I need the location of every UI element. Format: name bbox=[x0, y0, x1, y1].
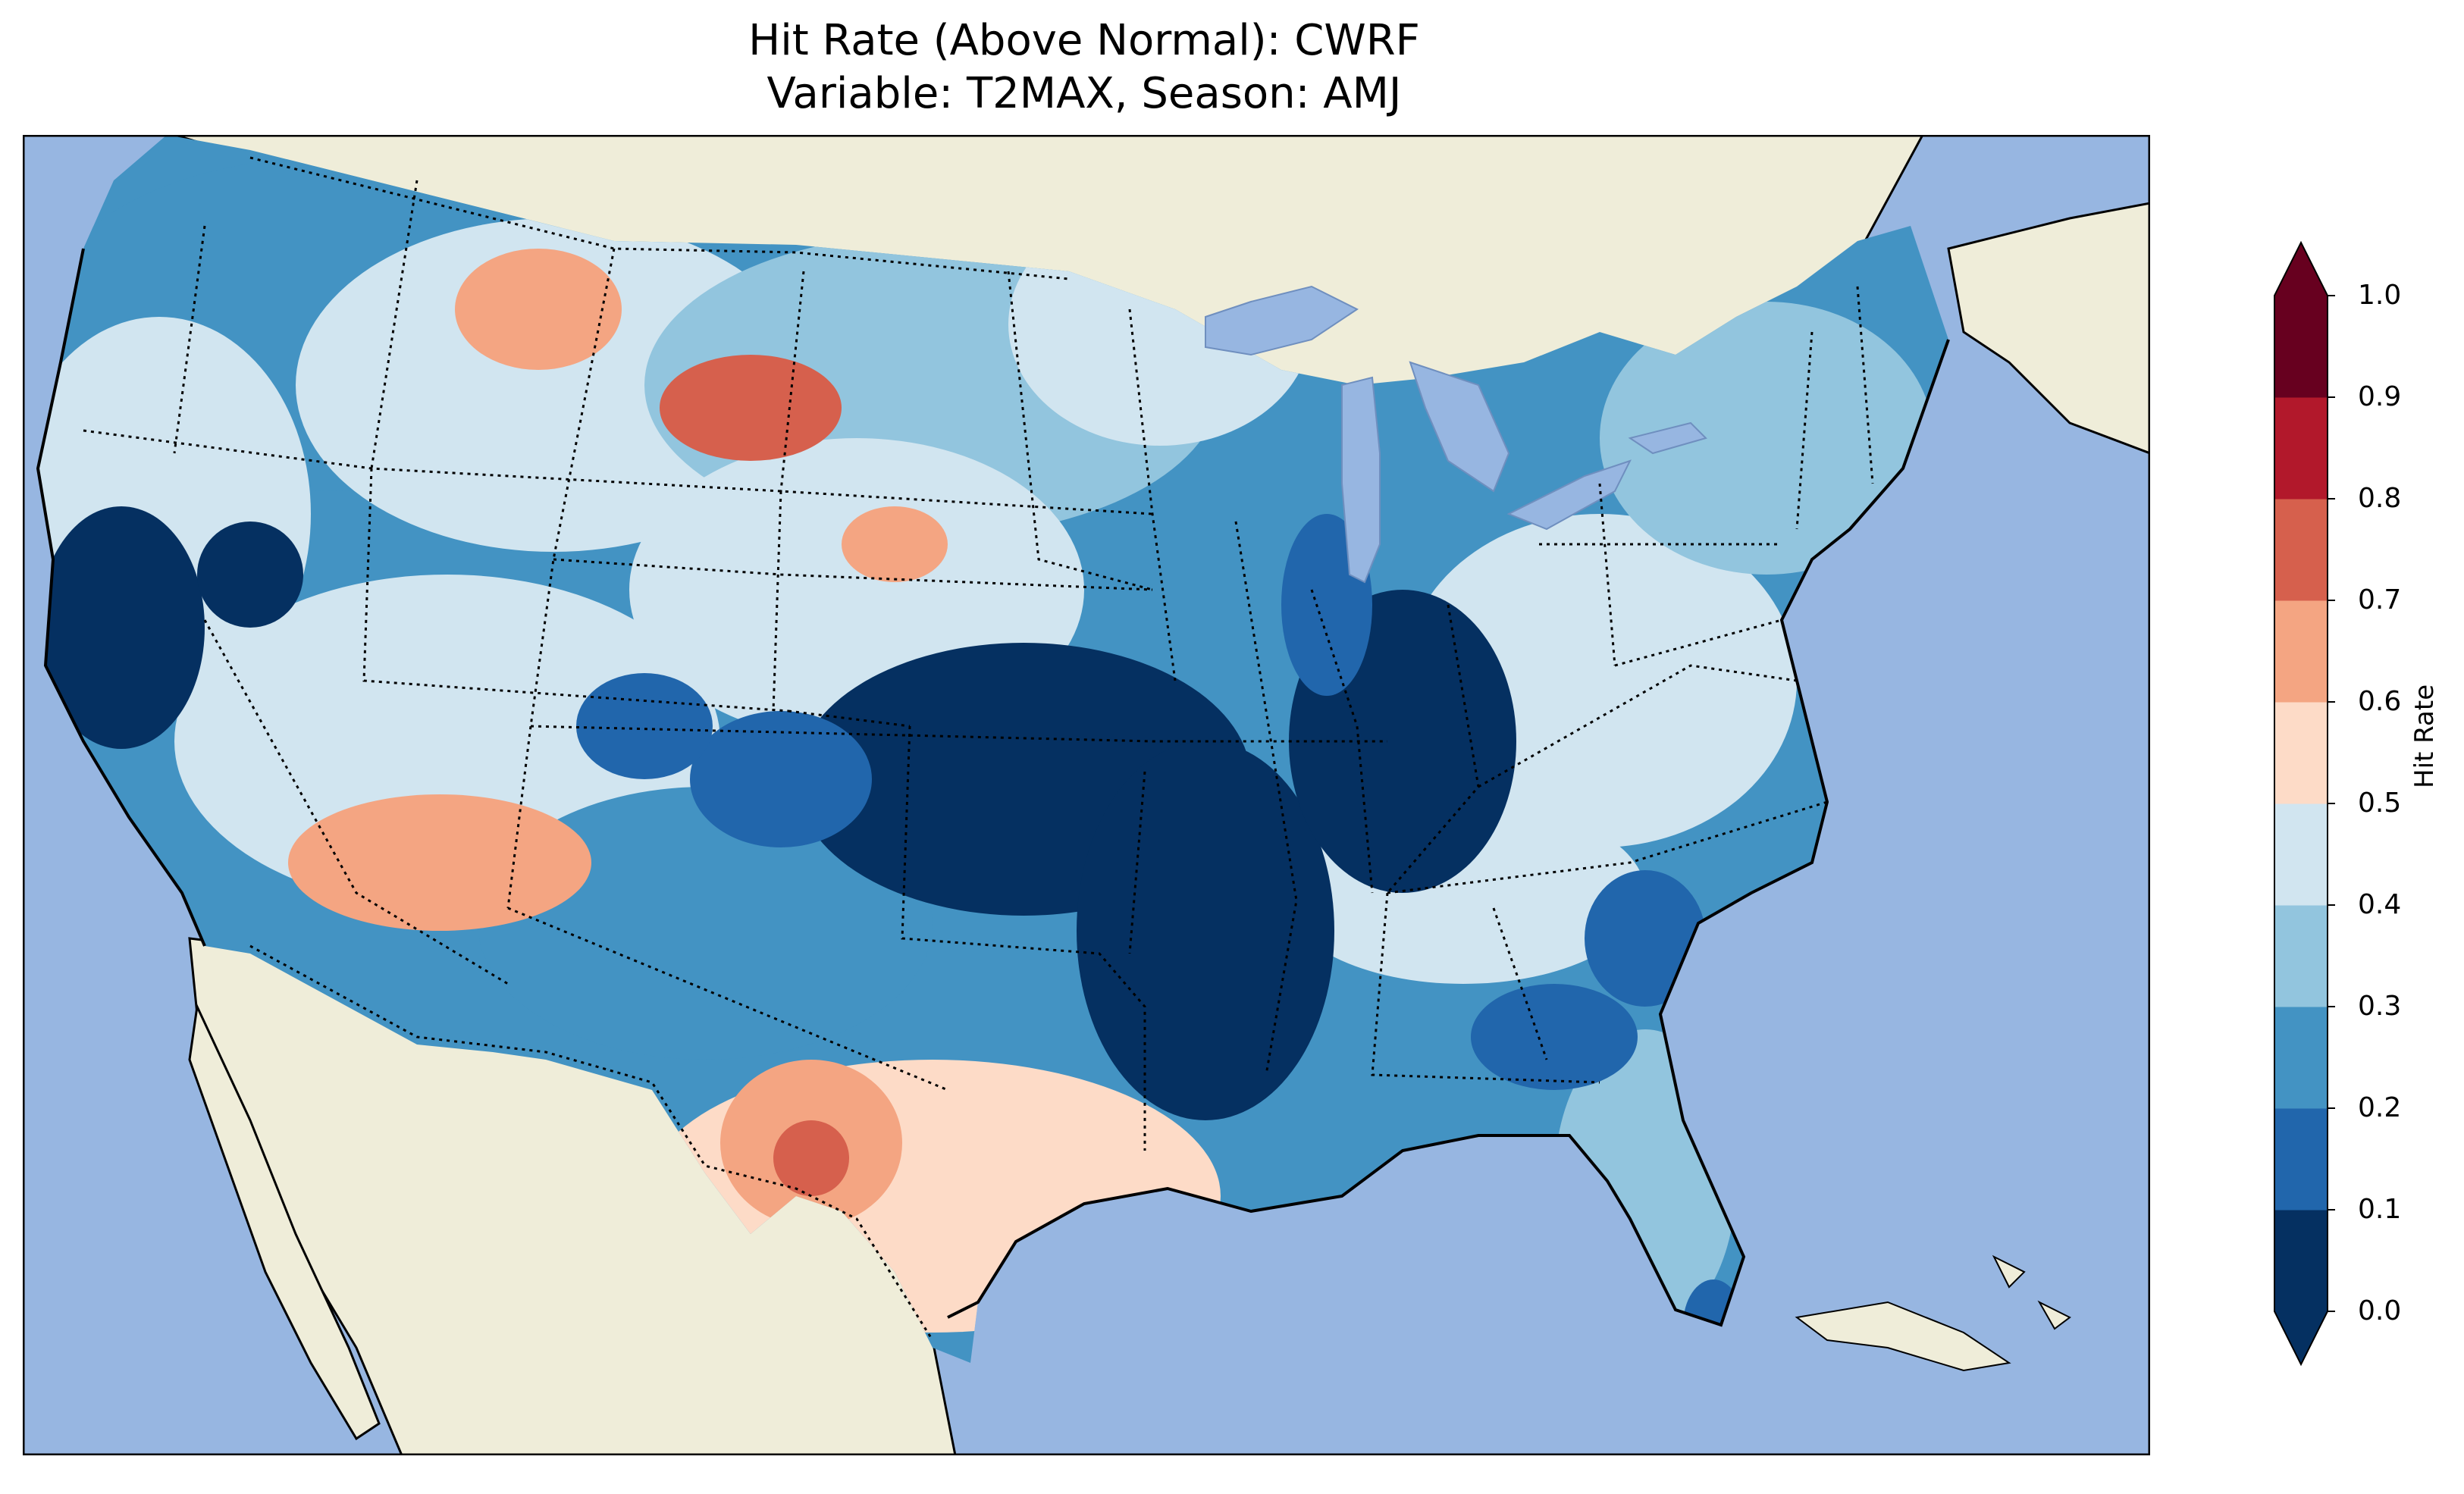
colorbar-band-2 bbox=[2274, 1007, 2328, 1109]
chart-title-line1: Hit Rate (Above Normal): CWRF bbox=[748, 16, 1420, 65]
field-region-13 bbox=[455, 249, 622, 370]
maritime-land bbox=[1947, 202, 2150, 455]
colorbar-band-6 bbox=[2274, 600, 2328, 703]
colorbar-tick-4: 0.4 bbox=[2358, 889, 2402, 920]
field-region-14 bbox=[660, 355, 842, 461]
field-region-24 bbox=[690, 711, 872, 847]
colorbar-tick-3: 0.3 bbox=[2358, 991, 2402, 1022]
field-region-16 bbox=[288, 794, 591, 931]
chart-title-line2: Variable: T2MAX, Season: AMJ bbox=[766, 69, 1402, 118]
field-region-26 bbox=[1471, 984, 1638, 1090]
colorbar-tick-6: 0.6 bbox=[2358, 686, 2402, 717]
country-borders bbox=[249, 156, 1070, 1341]
colorbar-tick-0: 0.0 bbox=[2358, 1295, 2402, 1326]
us-coastline bbox=[36, 248, 1950, 1327]
colorbar-band-3 bbox=[2274, 905, 2328, 1007]
colorbar-tick-10: 1.0 bbox=[2358, 280, 2402, 311]
field-region-22 bbox=[1077, 741, 1334, 1120]
colorbar-extend-min bbox=[2274, 1311, 2328, 1364]
colorbar-label: Hit Rate bbox=[2409, 684, 2440, 788]
field-region-6 bbox=[478, 787, 933, 1060]
field-region-29 bbox=[576, 673, 713, 779]
colorbar bbox=[2274, 240, 2335, 1367]
field-region-10 bbox=[1600, 302, 1933, 575]
colorbar-band-5 bbox=[2274, 702, 2328, 804]
field-region-2 bbox=[296, 218, 811, 552]
colorbar-band-1 bbox=[2274, 1108, 2328, 1211]
colorbar-band-7 bbox=[2274, 499, 2328, 601]
state-borders bbox=[83, 180, 1874, 1151]
colorbar-tick-2: 0.2 bbox=[2358, 1092, 2402, 1123]
colorbar-extend-max bbox=[2274, 243, 2328, 296]
field-region-19 bbox=[38, 506, 205, 749]
colorbar-bands bbox=[2274, 240, 2335, 1367]
colorbar-band-0 bbox=[2274, 1210, 2328, 1312]
cuba-land bbox=[1795, 1301, 2011, 1372]
colorbar-tick-5: 0.5 bbox=[2358, 788, 2402, 819]
field-region-27 bbox=[1585, 870, 1706, 1007]
colorbar-band-9 bbox=[2274, 296, 2328, 398]
field-region-18 bbox=[773, 1120, 849, 1196]
lake-erie bbox=[1506, 459, 1632, 531]
hit-rate-field bbox=[38, 158, 1933, 1363]
map-panel bbox=[23, 135, 2150, 1455]
colorbar-tick-1: 0.1 bbox=[2358, 1194, 2402, 1225]
colorbar-tick-9: 0.9 bbox=[2358, 381, 2402, 412]
field-region-15 bbox=[842, 506, 948, 582]
lake-ontario bbox=[1628, 421, 1707, 455]
lake-superior bbox=[1205, 285, 1359, 356]
map-frame bbox=[23, 135, 2150, 1455]
colorbar-tick-7: 0.7 bbox=[2358, 584, 2402, 615]
lake-michigan bbox=[1341, 376, 1381, 584]
colorbar-tick-8: 0.8 bbox=[2358, 483, 2402, 514]
colorbar-band-4 bbox=[2274, 803, 2328, 906]
bahamas-land bbox=[1992, 1254, 2071, 1330]
field-region-20 bbox=[197, 521, 303, 628]
baja-land bbox=[188, 1002, 381, 1441]
lake-huron bbox=[1409, 361, 1510, 493]
colorbar-band-8 bbox=[2274, 397, 2328, 500]
